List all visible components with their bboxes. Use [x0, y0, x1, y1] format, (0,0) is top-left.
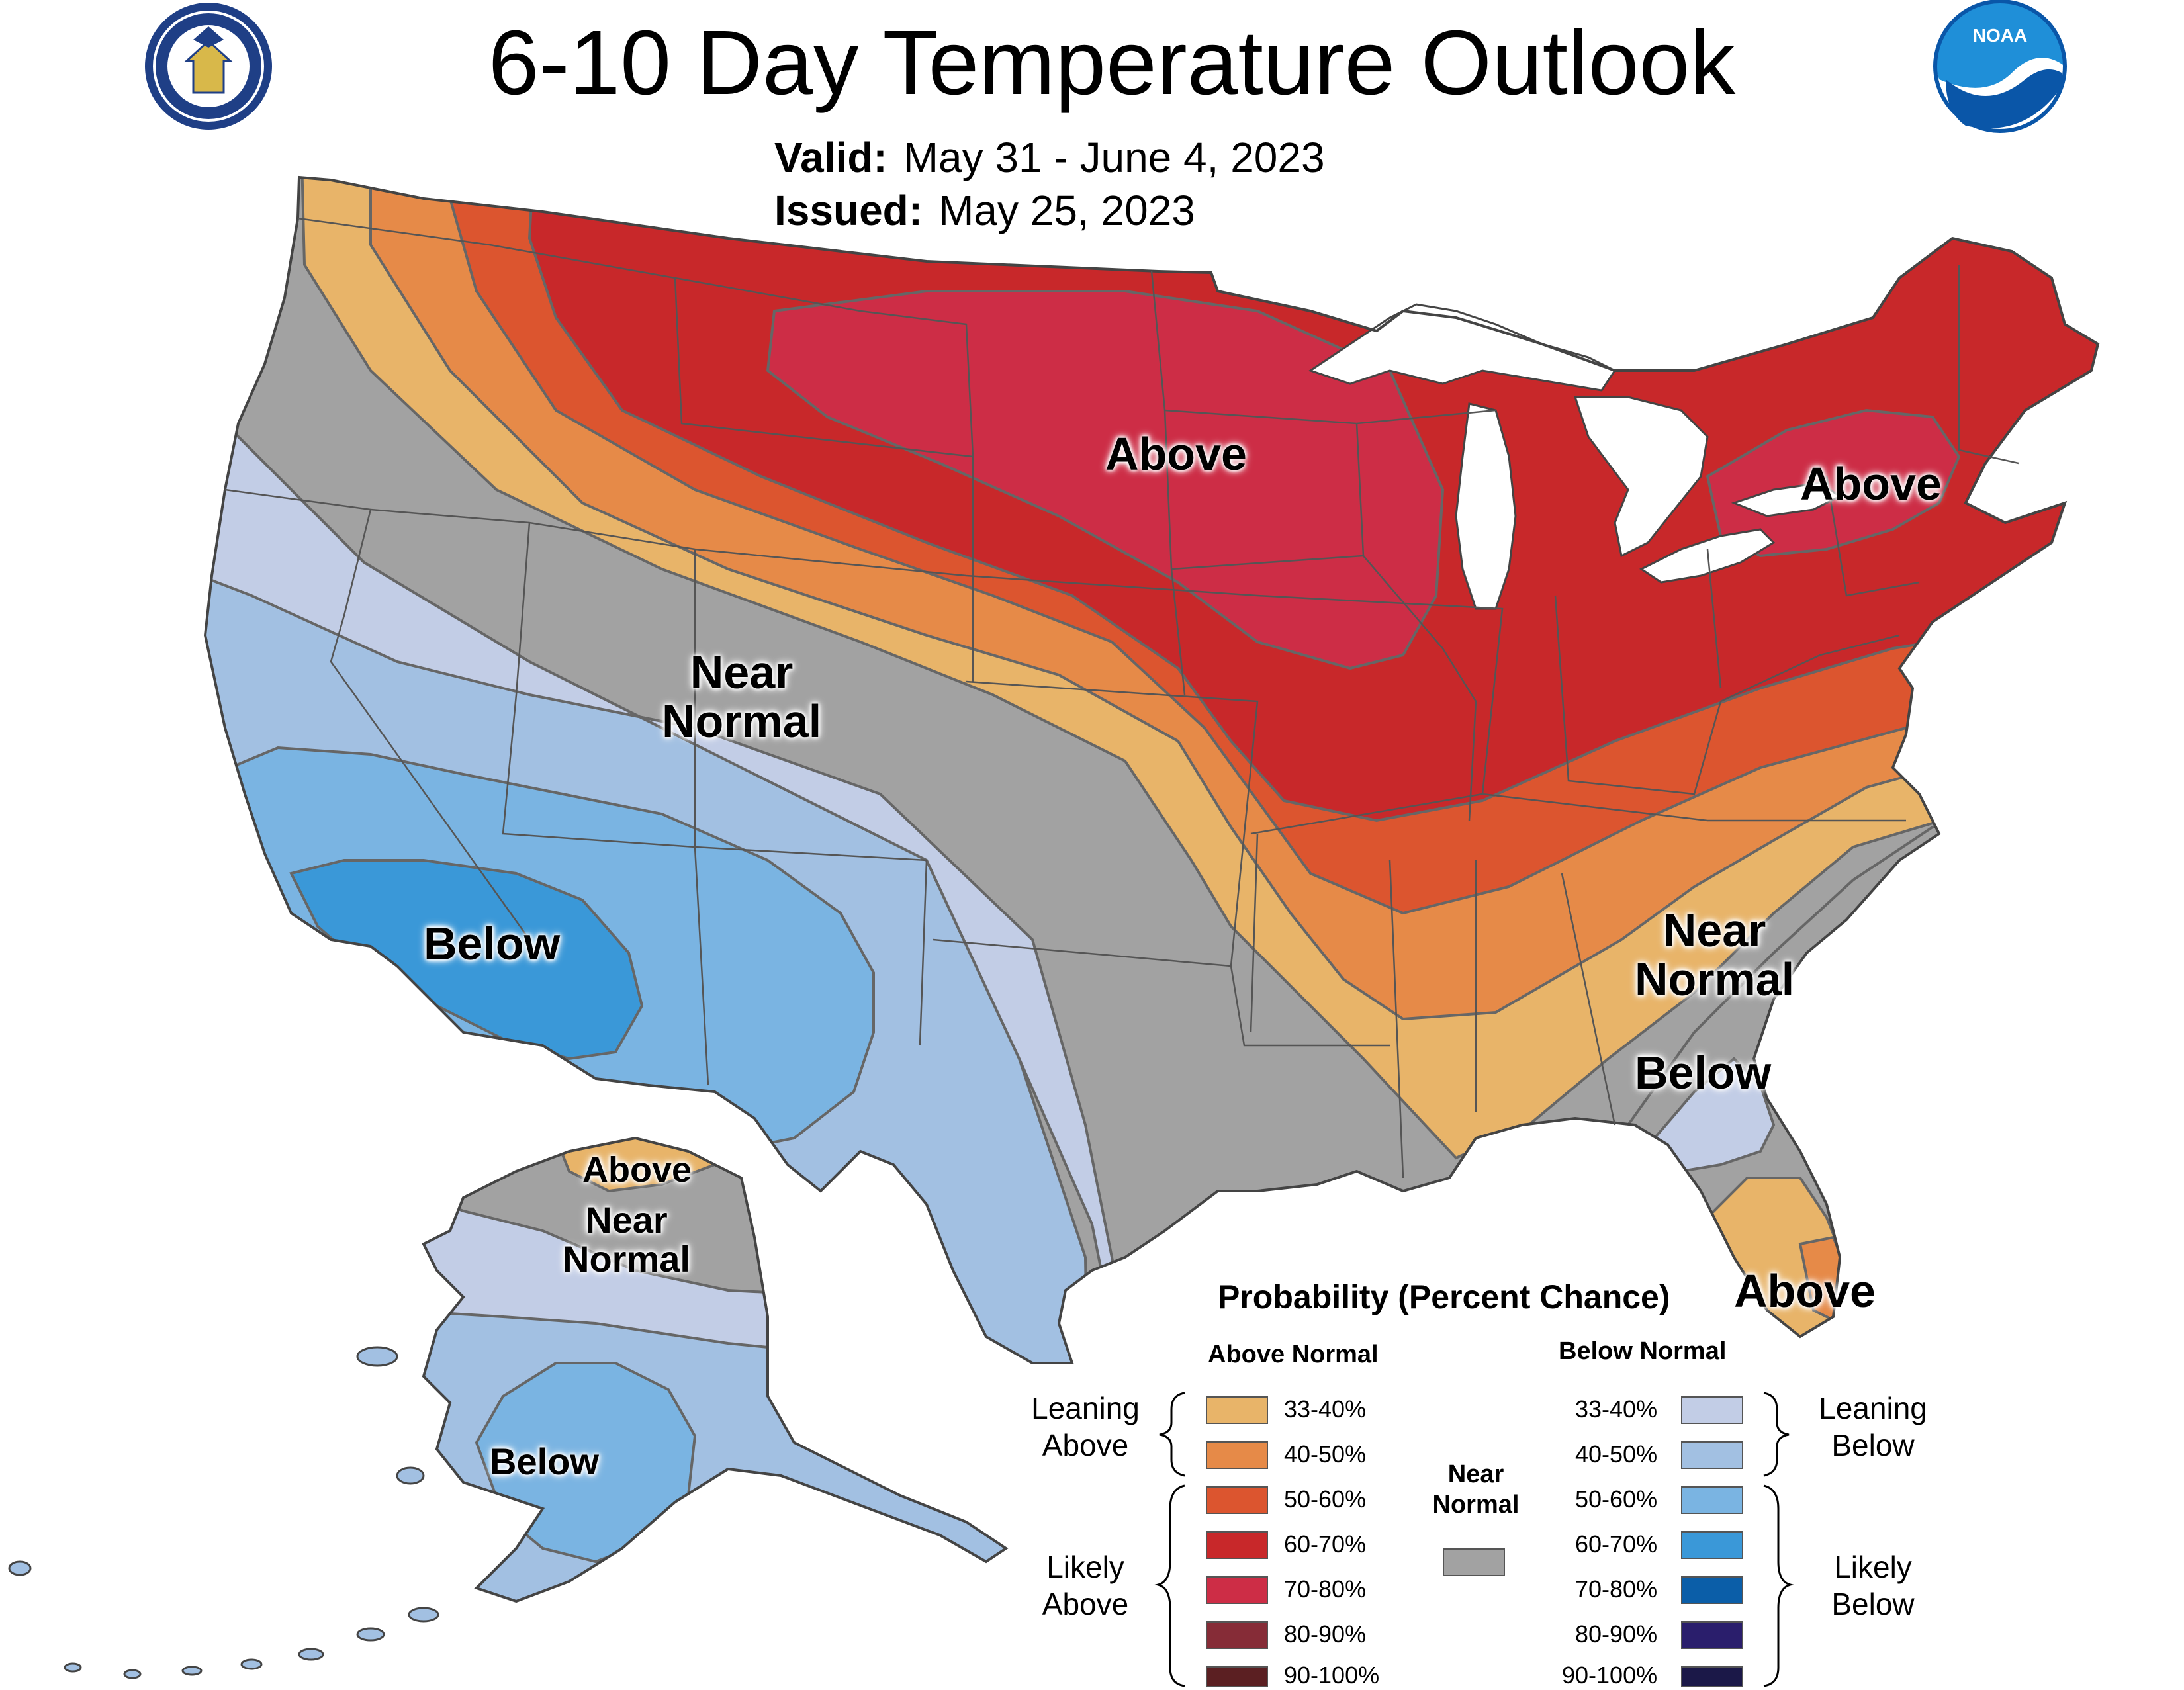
label-below-alaska: Below — [490, 1441, 599, 1482]
above-bin-50-60: 50-60% — [1284, 1486, 1367, 1513]
band-above-70-north — [766, 290, 1445, 670]
label-near-ak-l2: Normal — [563, 1237, 690, 1280]
above-bin-90-100: 90-100% — [1284, 1662, 1380, 1689]
label-near-se-l1: Near — [1662, 905, 1766, 956]
leaning-below-l1: Leaning — [1819, 1391, 1927, 1425]
swatch-below-90-100 — [1681, 1666, 1743, 1687]
label-above-northeast: Above — [1800, 458, 1942, 510]
swatch-below-60-70 — [1681, 1531, 1743, 1559]
leaning-above-l1: Leaning — [1031, 1391, 1140, 1425]
aleutian-islands — [8, 1346, 439, 1679]
legend-likely-below: Likely Below — [1800, 1548, 1946, 1623]
label-near-se-l2: Normal — [1635, 953, 1795, 1005]
label-below-southwest: Below — [424, 918, 561, 969]
swatch-below-40-50 — [1681, 1441, 1743, 1469]
issued-label: Issued: — [774, 187, 923, 234]
above-bin-40-50: 40-50% — [1284, 1441, 1367, 1468]
swatch-above-60-70 — [1206, 1531, 1268, 1559]
legend-leaning-above: Leaning Above — [1013, 1390, 1158, 1464]
below-bin-90-100: 90-100% — [1562, 1662, 1658, 1689]
above-bin-60-70: 60-70% — [1284, 1531, 1367, 1558]
legend-below-header: Below Normal — [1559, 1337, 1727, 1365]
label-above-alaska: Above — [582, 1150, 692, 1190]
below-bin-80-90: 80-90% — [1575, 1621, 1658, 1648]
likely-below-l1: Likely — [1834, 1550, 1912, 1584]
label-near-southeast: Near Normal — [1635, 905, 1795, 1005]
state-borders — [224, 217, 2019, 1179]
brace-likely-above — [1154, 1484, 1185, 1687]
above-bin-33-40: 33-40% — [1284, 1396, 1367, 1423]
valid-label: Valid: — [774, 134, 887, 181]
swatch-below-50-60 — [1681, 1486, 1743, 1514]
label-above-north: Above — [1105, 428, 1247, 480]
brace-leaning-below — [1763, 1392, 1790, 1477]
lake-huron — [1573, 396, 1709, 558]
legend-title: Probability (Percent Chance) — [1218, 1278, 1670, 1315]
noaa-logo — [1933, 0, 2067, 133]
swatch-below-33-40 — [1681, 1396, 1743, 1424]
brace-leaning-above — [1159, 1392, 1185, 1477]
below-bin-33-40: 33-40% — [1575, 1396, 1658, 1423]
likely-below-l2: Below — [1831, 1587, 1915, 1621]
label-near-west-l2: Normal — [662, 695, 822, 747]
above-bin-80-90: 80-90% — [1284, 1621, 1367, 1648]
likely-above-l1: Likely — [1046, 1550, 1124, 1584]
swatch-below-80-90 — [1681, 1621, 1743, 1649]
leaning-above-l2: Above — [1042, 1428, 1129, 1462]
legend-near-normal-label: Near Normal — [1423, 1459, 1529, 1520]
great-lakes — [1308, 303, 1842, 610]
swatch-near-normal — [1443, 1548, 1505, 1576]
label-above-florida: Above — [1734, 1265, 1876, 1317]
above-bin-70-80: 70-80% — [1284, 1576, 1367, 1603]
swatch-above-70-80 — [1206, 1576, 1268, 1604]
below-bin-50-60: 50-60% — [1575, 1486, 1658, 1513]
label-near-west-l1: Near — [690, 646, 794, 698]
legend-likely-above: Likely Above — [1013, 1548, 1158, 1623]
leaning-below-l2: Below — [1831, 1428, 1915, 1462]
band-below-33-se — [1653, 1057, 1776, 1173]
brace-likely-below — [1763, 1484, 1794, 1687]
conus-outline — [203, 175, 2100, 1364]
label-near-alaska: Near Normal — [563, 1199, 690, 1280]
legend-leaning-below: Leaning Below — [1800, 1390, 1946, 1464]
issued-date: Issued: May 25, 2023 — [774, 185, 1195, 236]
alaska-outline — [422, 1136, 1009, 1603]
swatch-above-50-60 — [1206, 1486, 1268, 1514]
legend-above-header: Above Normal — [1208, 1341, 1379, 1368]
swatch-above-90-100 — [1206, 1666, 1268, 1687]
valid-dates: Valid: May 31 - June 4, 2023 — [774, 132, 1325, 183]
label-near-ak-l1: Near — [585, 1199, 668, 1241]
swatch-below-70-80 — [1681, 1576, 1743, 1604]
lake-ontario — [1731, 482, 1842, 517]
swatch-above-33-40 — [1206, 1396, 1268, 1424]
map-title: 6-10 Day Temperature Outlook — [488, 12, 1736, 114]
noaa-logo-text: NOAA — [1972, 25, 2028, 46]
commerce-seal-logo — [145, 3, 272, 130]
near-normal-l2: Normal — [1432, 1491, 1520, 1519]
issued-value: May 25, 2023 — [938, 187, 1195, 234]
swatch-above-80-90 — [1206, 1621, 1268, 1649]
likely-above-l2: Above — [1042, 1587, 1129, 1621]
below-bin-60-70: 60-70% — [1575, 1531, 1658, 1558]
label-near-west: Near Normal — [662, 648, 821, 746]
valid-value: May 31 - June 4, 2023 — [903, 134, 1325, 181]
below-bin-40-50: 40-50% — [1575, 1441, 1658, 1468]
swatch-above-40-50 — [1206, 1441, 1268, 1469]
label-below-southeast: Below — [1635, 1047, 1772, 1098]
below-bin-70-80: 70-80% — [1575, 1576, 1658, 1603]
near-normal-l1: Near — [1447, 1460, 1504, 1488]
